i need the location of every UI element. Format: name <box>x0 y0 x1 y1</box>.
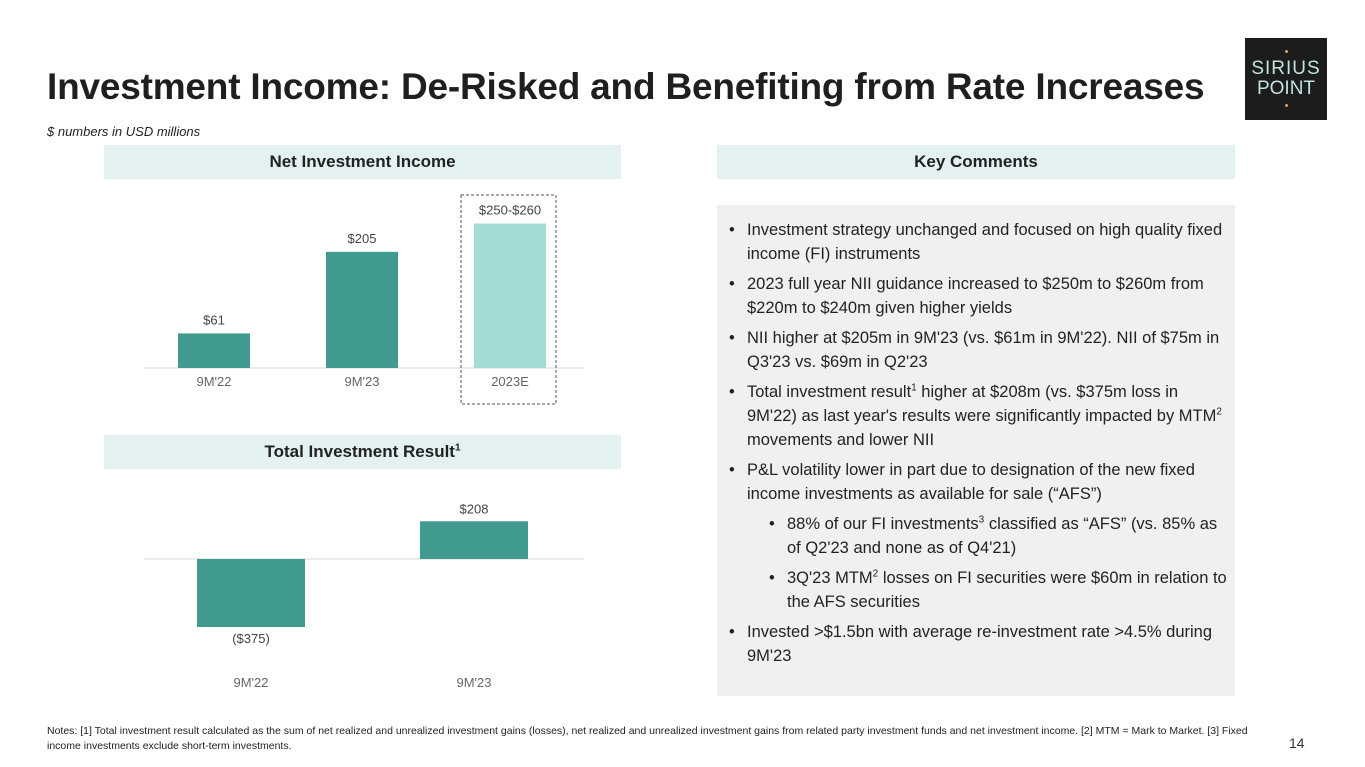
tir-chart: ($375) $208 9M'22 9M'23 <box>144 501 584 690</box>
nii-value-label-9m23: $205 <box>348 231 377 246</box>
tir-value-label-9m22: ($375) <box>232 631 270 646</box>
nii-bar-2023e <box>474 223 546 368</box>
comment-sub-bullet: 3Q'23 MTM2 losses on FI securities were … <box>769 566 1229 614</box>
page-title: Investment Income: De-Risked and Benefit… <box>47 66 1205 107</box>
tir-bar-9m22 <box>197 559 305 627</box>
nii-category-label-2023e: 2023E <box>491 374 529 389</box>
page-number: 14 <box>1289 735 1305 751</box>
tir-value-label-9m23: $208 <box>460 501 489 516</box>
comments-section-header: Key Comments <box>717 145 1235 179</box>
key-comments-list: Investment strategy unchanged and focuse… <box>729 218 1229 674</box>
comment-sub-bullet: 88% of our FI investments3 classified as… <box>769 512 1229 560</box>
tir-footnote-ref: 1 <box>454 442 461 454</box>
nii-bar-9m23 <box>326 251 398 368</box>
tir-category-label-9m23: 9M'23 <box>456 675 491 690</box>
footnotes: Notes: [1] Total investment result calcu… <box>47 725 1248 752</box>
comment-bullet: P&L volatility lower in part due to desi… <box>729 458 1229 506</box>
logo-line-2: POINT <box>1256 78 1316 99</box>
logo-dot-bottom <box>1285 104 1288 107</box>
comment-bullet: NII higher at $205m in 9M'23 (vs. $61m i… <box>729 326 1229 374</box>
sirius-point-logo: SIRIUS POINT <box>1245 38 1327 120</box>
tir-category-label-9m22: 9M'22 <box>233 675 268 690</box>
footnote-ref: 3 <box>978 514 985 526</box>
nii-value-label-9m22: $61 <box>203 312 225 327</box>
comment-bullet: Invested >$1.5bn with average re-investm… <box>729 620 1229 668</box>
nii-estimate-box <box>460 194 557 405</box>
tir-section-header: Total Investment Result1 <box>104 435 621 469</box>
footnote-ref: 2 <box>872 568 879 580</box>
nii-chart: $61 $205 $250-$260 9M'22 9M'23 2023E <box>144 194 584 405</box>
logo-line-1: SIRIUS <box>1251 58 1321 79</box>
footnote-ref: 1 <box>911 382 917 394</box>
comment-bullet: 2023 full year NII guidance increased to… <box>729 272 1229 320</box>
units-subtitle: $ numbers in USD millions <box>47 124 201 139</box>
nii-bar-9m22 <box>178 333 250 368</box>
nii-category-label-9m22: 9M'22 <box>196 374 231 389</box>
comment-bullet: Investment strategy unchanged and focuse… <box>729 218 1229 266</box>
logo-dot-top <box>1285 50 1288 53</box>
nii-value-label-2023e: $250-$260 <box>479 203 541 218</box>
comment-bullet: Total investment result1 higher at $208m… <box>729 380 1229 452</box>
nii-section-header: Net Investment Income <box>104 145 621 179</box>
tir-bar-9m23 <box>420 521 528 559</box>
footnote-ref: 2 <box>1216 406 1222 418</box>
tir-section-title: Total Investment Result <box>264 442 455 461</box>
nii-category-label-9m23: 9M'23 <box>344 374 379 389</box>
